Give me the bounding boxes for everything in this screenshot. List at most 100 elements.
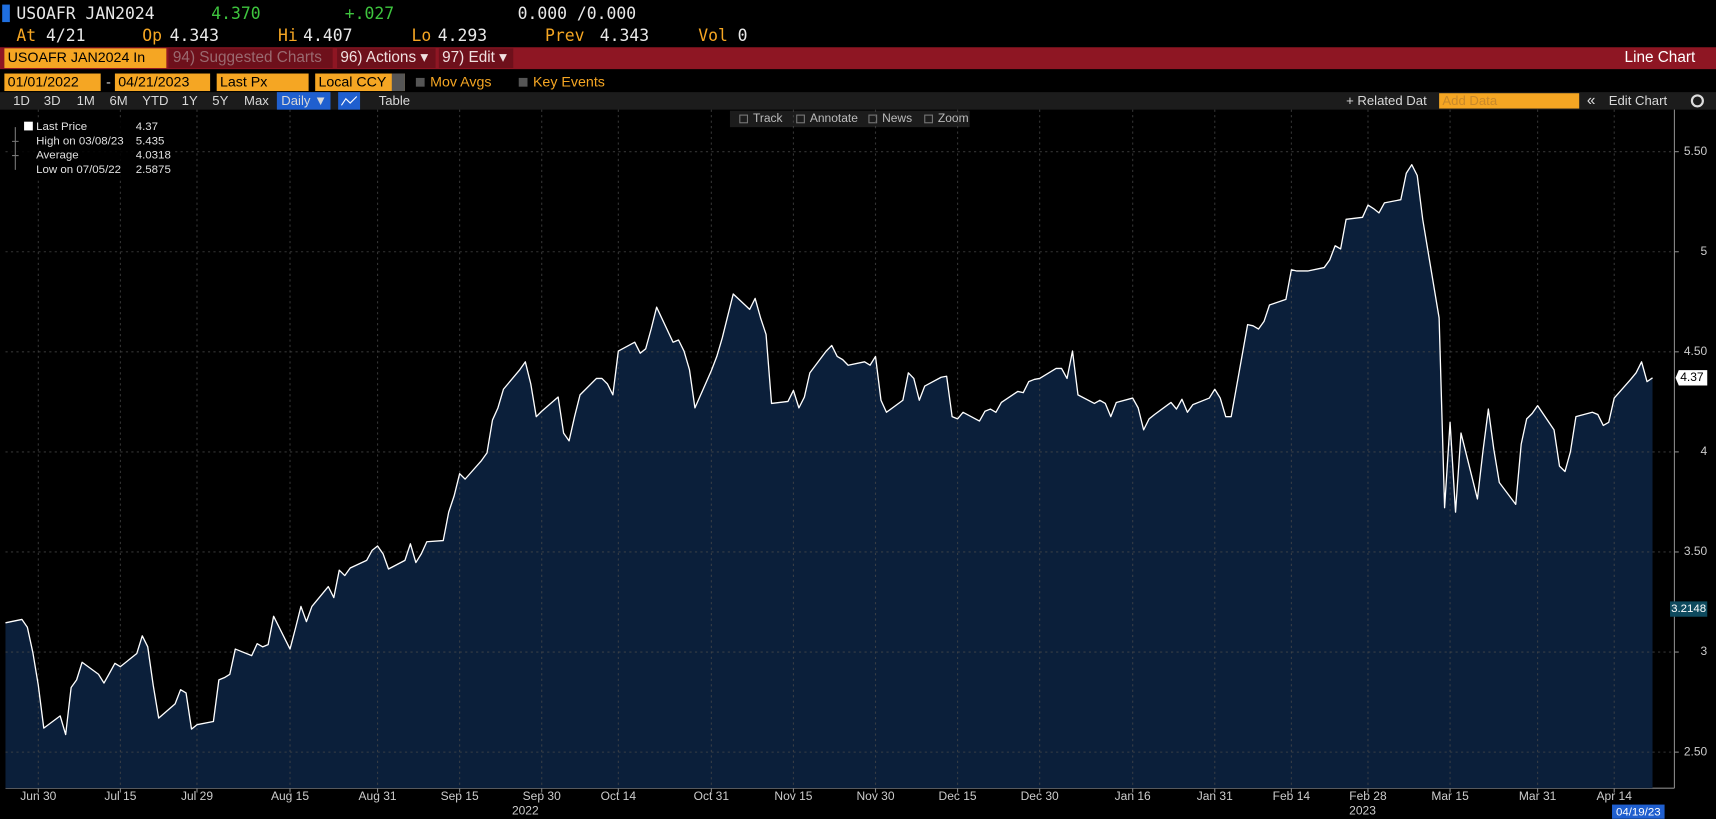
x-tick-label: Oct 31 — [694, 789, 730, 803]
edit-chart[interactable]: Edit Chart — [1609, 93, 1668, 108]
legend-value: 4.0318 — [136, 150, 171, 162]
legend-label: Last Price — [36, 121, 87, 133]
value: 4.293 — [438, 26, 487, 45]
line — [5, 164, 1653, 736]
x-tick-label: Sep 30 — [523, 789, 561, 803]
legend-value: 4.37 — [136, 121, 158, 133]
start-date: 01/01/2022 — [8, 75, 79, 91]
field: Last Px — [220, 75, 267, 91]
legend-label: High on 03/08/23 — [36, 135, 123, 147]
x-tick-label: Mar 15 — [1431, 789, 1469, 803]
x-tick-label: Jun 30 — [20, 789, 56, 803]
area — [5, 164, 1653, 789]
chart: 2.50 3 3.50 4 4.50 5 5.50 Jun 30 Jul 15 Jul 29 Aug… — [5, 109, 1708, 819]
tool-button[interactable]: Zoom — [938, 111, 969, 125]
value: 4.407 — [303, 26, 352, 45]
legend-value: 5.435 — [136, 135, 165, 147]
quote-row: At 4/21 Op 4.343 Hi 4.407 Lo 4.293 Prev … — [16, 26, 747, 45]
period-button[interactable]: 3D — [44, 93, 61, 108]
suggested-button[interactable] — [168, 48, 333, 69]
label: At — [16, 26, 36, 45]
currency: Local CCY — [318, 75, 386, 91]
dropdown-arrow[interactable] — [391, 73, 405, 92]
value: 4/21 — [46, 26, 86, 45]
mov-avgs[interactable]: Mov Avgs — [430, 75, 491, 91]
date-separator: - — [106, 75, 111, 91]
frequency-button[interactable] — [276, 92, 331, 110]
end-date-input[interactable] — [114, 73, 211, 92]
security-input[interactable] — [4, 48, 167, 69]
value: 4.343 — [170, 26, 219, 45]
chart-style-button[interactable] — [338, 92, 361, 110]
start-date-input[interactable] — [4, 73, 101, 92]
tool-button[interactable]: Track — [753, 111, 784, 125]
net-change: +.027 — [345, 4, 394, 23]
tool-buttons: Track Annotate News Zoom — [739, 111, 969, 125]
y-tick-label: 4 — [1701, 444, 1708, 458]
y-tick-label: 2.50 — [1684, 744, 1708, 758]
key-events[interactable]: Key Events — [533, 75, 605, 91]
security-input-text: USOAFR JAN2024 In — [8, 50, 146, 66]
settings-icon[interactable] — [1690, 94, 1704, 108]
edit-text: 97) Edit ▾ — [442, 49, 507, 66]
actions-button[interactable] — [337, 48, 436, 69]
bid-ask: 0.000 /0.000 — [518, 4, 637, 23]
edit-button[interactable] — [438, 48, 514, 69]
y-tick-label: 5.50 — [1684, 144, 1708, 158]
reference-label: 3.2148 — [1671, 603, 1706, 615]
y-tick-label: 4.50 — [1684, 344, 1708, 358]
legend-label: Average — [36, 150, 79, 162]
period-buttons: 1D 3D 1M 6M YTD 1Y 5Y Max — [13, 93, 269, 108]
end-date: 04/21/2023 — [118, 75, 189, 91]
chart-style-icon — [340, 96, 358, 106]
period-button[interactable]: 5Y — [212, 93, 228, 108]
last-value-label: 4.37 — [1680, 370, 1704, 384]
field-input[interactable] — [216, 73, 309, 92]
checkbox[interactable] — [518, 77, 528, 87]
legend-tree — [12, 127, 19, 170]
label: Op — [142, 26, 162, 45]
table-button[interactable]: Table — [379, 93, 410, 108]
period-button[interactable]: 6M — [109, 93, 127, 108]
label: Prev — [545, 26, 585, 45]
suggested-text: 94) Suggested Charts — [173, 49, 322, 66]
tool-button[interactable]: News — [882, 111, 912, 125]
x-tick-label: Dec 30 — [1021, 789, 1059, 803]
period-button[interactable]: Max — [244, 93, 269, 108]
period-button[interactable]: 1Y — [182, 93, 198, 108]
x-tick-label: Nov 15 — [774, 789, 812, 803]
year-label: 2022 — [512, 803, 539, 817]
legend — [8, 118, 176, 179]
checkbox[interactable] — [415, 77, 425, 87]
label: Vol — [698, 26, 728, 45]
period-button[interactable]: 1M — [77, 93, 95, 108]
legend-rows: Last Price 4.37 High on 03/08/23 5.435 A… — [36, 121, 171, 176]
tool-icon — [739, 114, 749, 124]
period-button[interactable]: 1D — [13, 93, 30, 108]
period-bar — [0, 92, 1716, 110]
year-label: 2023 — [1349, 803, 1376, 817]
x-tick-label: Mar 31 — [1519, 789, 1557, 803]
x-tick-label: Jul 29 — [181, 789, 213, 803]
period-button[interactable]: YTD — [142, 93, 168, 108]
focus-marker — [2, 4, 10, 23]
value: 4.343 — [600, 26, 649, 45]
related-data[interactable]: + Related Dat — [1346, 93, 1427, 108]
legend-label: Low on 07/05/22 — [36, 164, 121, 176]
end-date-tag — [1612, 804, 1665, 819]
last-value-tag — [1675, 370, 1708, 386]
tool-button[interactable]: Annotate — [810, 111, 858, 125]
x-tick-label: Sep 15 — [441, 789, 479, 803]
x-tick-label: Aug 31 — [359, 789, 397, 803]
currency-input[interactable] — [315, 73, 405, 92]
x-tick-label: Feb 14 — [1273, 789, 1311, 803]
x-tick-label: Oct 14 — [601, 789, 637, 803]
add-data-input[interactable] — [1439, 93, 1580, 109]
actions-text: 96) Actions ▾ — [340, 49, 428, 66]
value: 0 — [738, 26, 748, 45]
frequency: Daily ▼ — [281, 93, 327, 108]
collapse-icon[interactable]: « — [1587, 92, 1596, 109]
end-date-label: 04/19/23 — [1616, 806, 1661, 818]
x-tick-label: Feb 28 — [1349, 789, 1387, 803]
